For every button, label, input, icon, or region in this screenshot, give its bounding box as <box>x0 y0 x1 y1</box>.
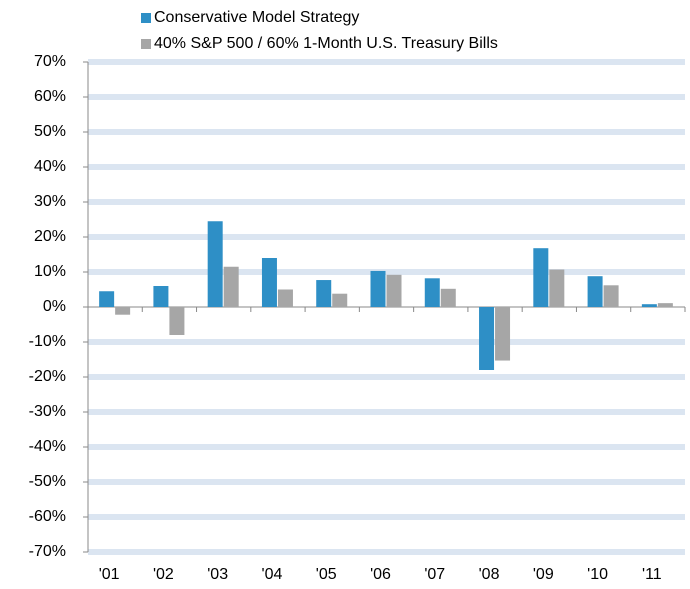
bar <box>99 291 115 307</box>
y-tick-label: 50% <box>34 123 66 140</box>
bar <box>370 270 386 307</box>
bar <box>657 303 673 307</box>
x-tick-label: '06 <box>370 566 391 583</box>
bar <box>440 288 456 307</box>
y-tick-label: 70% <box>34 53 66 70</box>
x-tick-label: '11 <box>642 566 662 583</box>
x-tick-label: '03 <box>207 566 228 583</box>
x-tick-label: '01 <box>99 566 120 583</box>
bar <box>549 269 565 307</box>
y-tick-label: 40% <box>34 158 66 175</box>
bar <box>479 307 495 370</box>
legend-label: Conservative Model Strategy <box>154 9 359 26</box>
bar <box>495 307 511 361</box>
bar <box>332 293 348 307</box>
bar <box>316 280 332 307</box>
x-tick-label: '08 <box>479 566 500 583</box>
y-tick-label: -30% <box>29 403 66 420</box>
bar <box>261 258 277 307</box>
y-tick-label: -70% <box>29 543 66 560</box>
legend-swatch <box>141 13 151 23</box>
y-tick-label: 30% <box>34 193 66 210</box>
bar <box>207 221 223 307</box>
y-tick-label: -60% <box>29 508 66 525</box>
bar <box>223 266 239 307</box>
y-tick-label: 10% <box>34 263 66 280</box>
x-tick-label: '04 <box>262 566 283 583</box>
bar <box>169 307 185 335</box>
y-tick-label: -10% <box>29 333 66 350</box>
legend-label: 40% S&P 500 / 60% 1-Month U.S. Treasury … <box>154 35 498 52</box>
y-tick-label: -20% <box>29 368 66 385</box>
legend-swatch <box>141 39 151 49</box>
x-tick-label: '10 <box>587 566 608 583</box>
x-tick-label: '09 <box>533 566 554 583</box>
bar <box>153 286 169 307</box>
x-tick-label: '07 <box>424 566 445 583</box>
bar <box>386 274 402 307</box>
y-tick-label: 60% <box>34 88 66 105</box>
bar <box>641 304 657 307</box>
y-tick-label: -40% <box>29 438 66 455</box>
bar <box>115 307 131 315</box>
y-tick-label: 0% <box>43 298 66 315</box>
x-tick-label: '05 <box>316 566 337 583</box>
y-tick-label: 20% <box>34 228 66 245</box>
bar <box>424 278 440 307</box>
y-tick-label: -50% <box>29 473 66 490</box>
bar <box>587 276 603 307</box>
bar <box>603 285 619 307</box>
x-tick-label: '02 <box>153 566 174 583</box>
bar <box>533 248 549 307</box>
bar <box>277 289 293 307</box>
